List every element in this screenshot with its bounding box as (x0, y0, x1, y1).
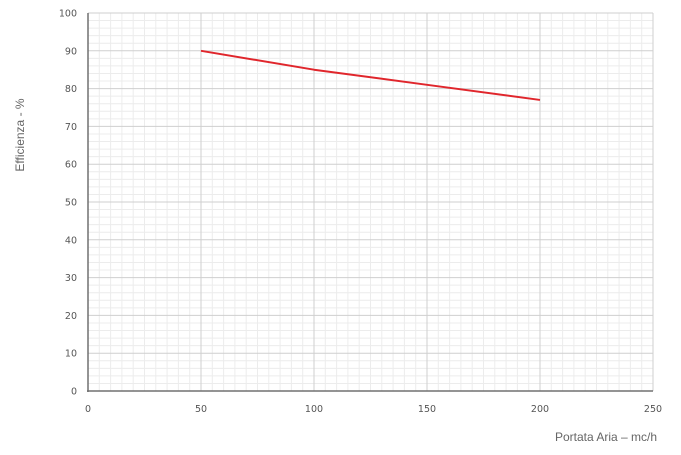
x-tick-label: 150 (418, 404, 436, 415)
y-tick-label: 60 (65, 160, 77, 171)
x-tick-label: 0 (85, 404, 91, 415)
x-axis-title: Portata Aria – mc/h (555, 430, 657, 444)
y-tick-label: 50 (65, 198, 77, 209)
x-tick-label: 50 (195, 404, 207, 415)
y-tick-label: 40 (65, 235, 77, 246)
y-axis-title: Efficienza - % (13, 98, 27, 171)
y-tick-label: 100 (59, 9, 77, 20)
y-tick-label: 10 (65, 349, 77, 360)
series-line-1 (200, 49, 541, 101)
axes (87, 13, 653, 392)
y-tick-label: 80 (65, 84, 77, 95)
series-layer (200, 49, 541, 101)
y-tick-label: 30 (65, 273, 77, 284)
x-tick-label: 250 (644, 404, 662, 415)
x-tick-label: 200 (531, 404, 549, 415)
x-tick-labels: 0 50 100 150 200 250 (85, 404, 662, 415)
y-tick-labels: 0 10 20 30 40 50 60 70 80 90 100 (59, 9, 77, 398)
y-tick-label: 70 (65, 122, 77, 133)
y-tick-label: 90 (65, 46, 77, 57)
y-tick-label: 20 (65, 311, 77, 322)
y-tick-label: 0 (71, 387, 77, 398)
major-grid (88, 12, 654, 391)
x-tick-label: 100 (305, 404, 323, 415)
